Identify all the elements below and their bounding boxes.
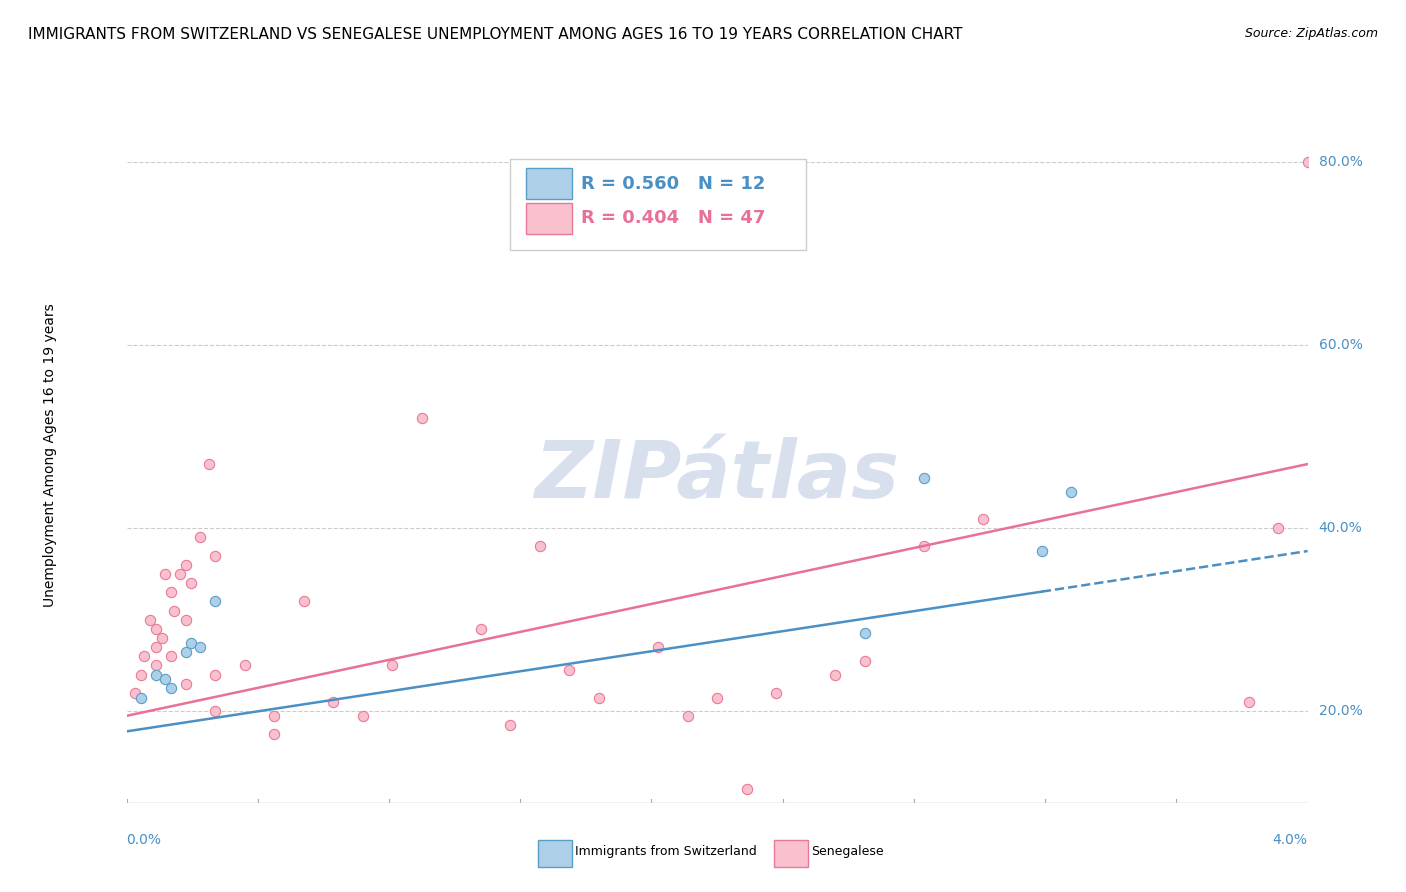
- Text: R = 0.560   N = 12: R = 0.560 N = 12: [581, 175, 766, 193]
- Point: [160, 681, 183, 696]
- Point: [145, 622, 167, 636]
- Text: Senegalese: Senegalese: [811, 845, 884, 858]
- Point: [853, 654, 876, 668]
- Point: [129, 690, 153, 705]
- Point: [824, 667, 846, 681]
- Point: [174, 645, 197, 659]
- Point: [160, 585, 183, 599]
- Point: [765, 686, 787, 700]
- Point: [1296, 155, 1319, 169]
- Point: [470, 622, 492, 636]
- Point: [411, 411, 433, 425]
- FancyBboxPatch shape: [526, 203, 572, 234]
- Text: 20.0%: 20.0%: [1319, 705, 1362, 718]
- Point: [204, 594, 226, 608]
- Text: 40.0%: 40.0%: [1319, 521, 1362, 535]
- Point: [529, 540, 551, 554]
- Point: [676, 708, 699, 723]
- Point: [198, 457, 221, 471]
- Point: [145, 667, 167, 681]
- Text: Immigrants from Switzerland: Immigrants from Switzerland: [575, 845, 756, 858]
- Point: [163, 603, 186, 617]
- Point: [381, 658, 404, 673]
- Point: [1060, 484, 1083, 499]
- Point: [153, 672, 176, 686]
- Text: ZIPátlas: ZIPátlas: [534, 437, 900, 515]
- Text: 0.0%: 0.0%: [127, 833, 162, 847]
- Point: [150, 631, 173, 645]
- Point: [263, 708, 285, 723]
- FancyBboxPatch shape: [537, 839, 572, 867]
- Point: [292, 594, 315, 608]
- Point: [124, 686, 146, 700]
- Point: [180, 576, 202, 591]
- Point: [912, 540, 935, 554]
- Point: [1237, 695, 1260, 709]
- Text: Source: ZipAtlas.com: Source: ZipAtlas.com: [1244, 27, 1378, 40]
- Point: [972, 512, 994, 526]
- Point: [174, 613, 197, 627]
- Text: 60.0%: 60.0%: [1319, 338, 1362, 352]
- Point: [188, 530, 211, 544]
- Point: [735, 782, 758, 797]
- Point: [322, 695, 344, 709]
- Point: [647, 640, 669, 655]
- Point: [145, 658, 167, 673]
- Text: 4.0%: 4.0%: [1272, 833, 1308, 847]
- Point: [558, 663, 581, 677]
- Point: [233, 658, 256, 673]
- Point: [139, 613, 162, 627]
- Point: [706, 690, 728, 705]
- FancyBboxPatch shape: [510, 159, 806, 250]
- Text: Unemployment Among Ages 16 to 19 years: Unemployment Among Ages 16 to 19 years: [42, 303, 56, 607]
- Point: [499, 718, 522, 732]
- Point: [134, 649, 156, 664]
- Point: [188, 640, 211, 655]
- Point: [145, 640, 167, 655]
- Point: [129, 667, 153, 681]
- Point: [204, 704, 226, 718]
- Point: [588, 690, 610, 705]
- Point: [174, 677, 197, 691]
- Point: [1031, 544, 1053, 558]
- Point: [263, 727, 285, 741]
- Point: [1267, 521, 1289, 535]
- Point: [912, 471, 935, 485]
- Point: [160, 649, 183, 664]
- Text: 80.0%: 80.0%: [1319, 155, 1362, 169]
- Point: [169, 566, 191, 581]
- Text: R = 0.404   N = 47: R = 0.404 N = 47: [581, 210, 766, 227]
- Point: [180, 635, 202, 649]
- Point: [174, 558, 197, 572]
- Point: [204, 549, 226, 563]
- Point: [204, 667, 226, 681]
- Text: IMMIGRANTS FROM SWITZERLAND VS SENEGALESE UNEMPLOYMENT AMONG AGES 16 TO 19 YEARS: IMMIGRANTS FROM SWITZERLAND VS SENEGALES…: [28, 27, 963, 42]
- Point: [352, 708, 374, 723]
- FancyBboxPatch shape: [773, 839, 808, 867]
- Point: [853, 626, 876, 640]
- FancyBboxPatch shape: [526, 169, 572, 199]
- Point: [153, 566, 176, 581]
